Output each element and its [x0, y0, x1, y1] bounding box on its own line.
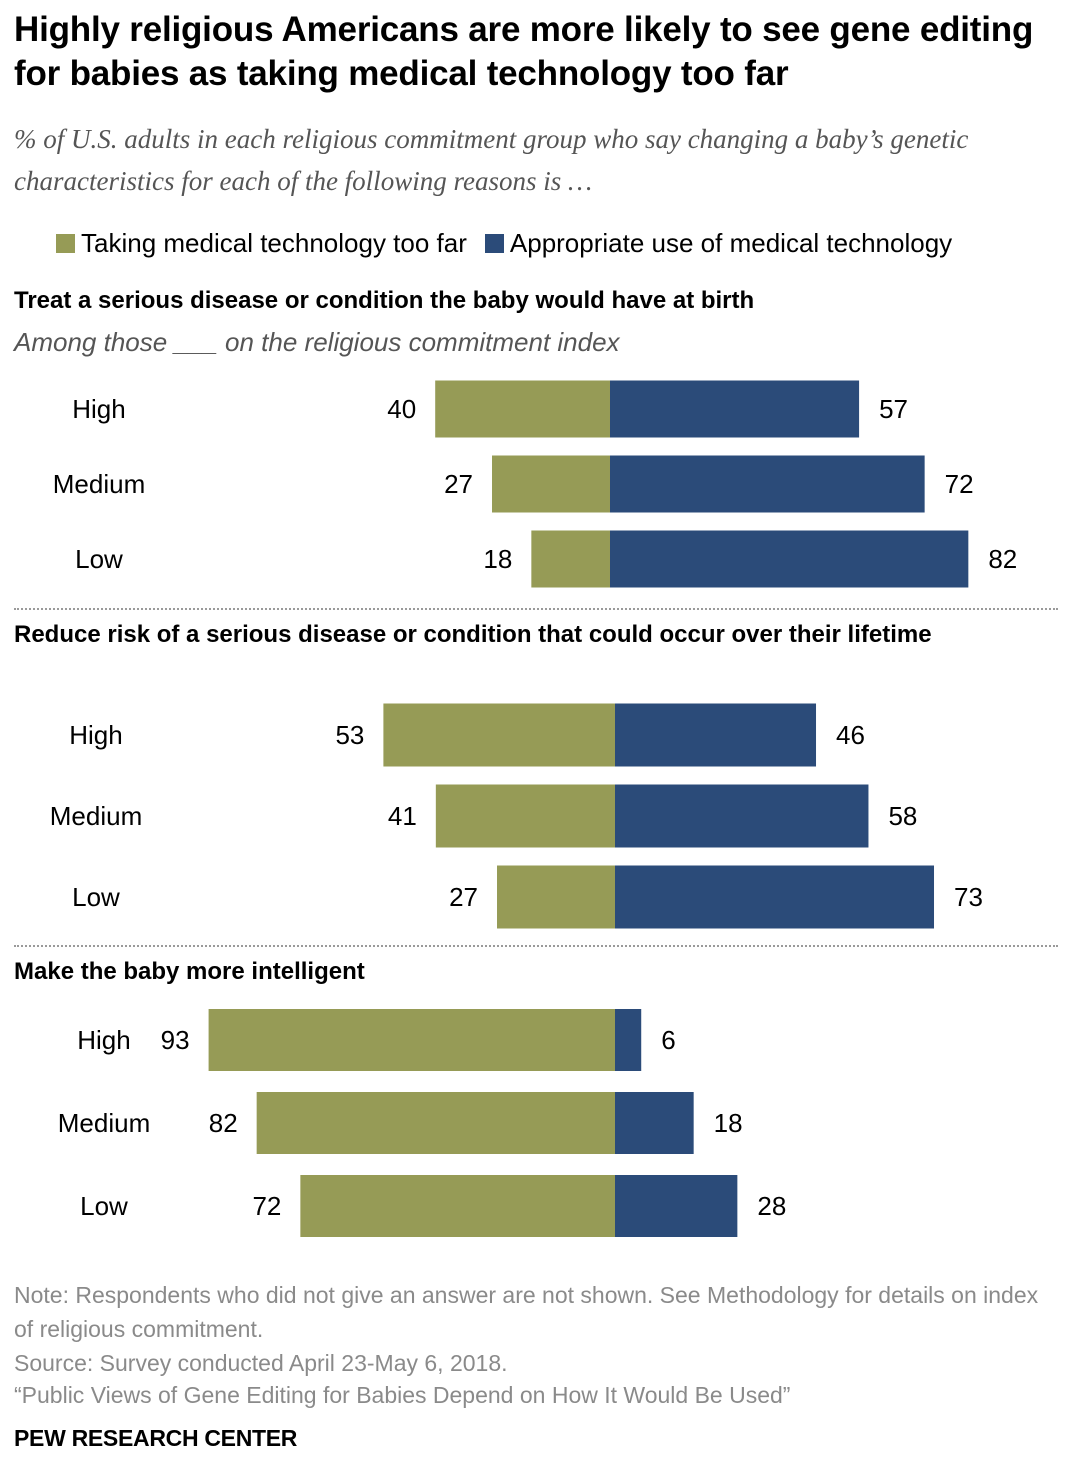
bar-too-far — [208, 1009, 615, 1071]
data-label-too-far: 41 — [388, 801, 417, 831]
bar-appropriate — [615, 703, 817, 767]
chart-subtitle: % of U.S. adults in each religious commi… — [14, 124, 969, 196]
bar-appropriate — [615, 1092, 694, 1154]
bar-appropriate — [610, 530, 969, 588]
data-label-too-far: 40 — [387, 394, 416, 424]
category-label: Low — [72, 882, 120, 912]
category-label: Medium — [58, 1108, 150, 1138]
data-label-too-far: 72 — [252, 1191, 281, 1221]
data-label-appropriate: 58 — [888, 801, 917, 831]
bar-appropriate — [610, 380, 860, 438]
brand-logo-text: PEW RESEARCH CENTER — [14, 1425, 298, 1451]
bar-too-far — [383, 703, 615, 767]
data-label-too-far: 93 — [161, 1025, 190, 1055]
legend: Taking medical technology too far Approp… — [56, 226, 970, 260]
panel-2-title: Reduce risk of a serious disease or cond… — [14, 621, 932, 648]
category-label: Medium — [53, 469, 145, 499]
category-label: Medium — [50, 801, 142, 831]
bar-appropriate — [615, 1175, 738, 1237]
data-label-appropriate: 73 — [954, 882, 983, 912]
bar-too-far — [531, 530, 610, 588]
divider-2 — [14, 945, 1058, 947]
data-label-too-far: 18 — [483, 544, 512, 574]
legend-label-appropriate: Appropriate use of medical technology — [509, 227, 953, 258]
legend-item-too-far: Taking medical technology too far — [56, 228, 467, 259]
category-label: High — [69, 720, 122, 750]
category-label: Low — [75, 544, 123, 574]
legend-swatch-appropriate — [484, 233, 504, 253]
bar-too-far — [300, 1175, 615, 1237]
bar-too-far — [497, 865, 615, 929]
legend-item-appropriate: Appropriate use of medical technology — [484, 227, 953, 259]
divider-1 — [14, 608, 1058, 610]
category-label: High — [77, 1025, 130, 1055]
bar-too-far — [492, 455, 610, 513]
category-label: High — [72, 394, 125, 424]
data-label-too-far: 53 — [335, 720, 364, 750]
footer-report: “Public Views of Gene Editing for Babies… — [14, 1382, 791, 1408]
bar-too-far — [435, 784, 615, 848]
data-label-too-far: 27 — [444, 469, 473, 499]
footer-source: Source: Survey conducted April 23-May 6,… — [14, 1350, 508, 1376]
data-label-appropriate: 46 — [836, 720, 865, 750]
data-label-too-far: 27 — [449, 882, 478, 912]
legend-label-too-far: Taking medical technology too far — [81, 227, 467, 258]
data-label-too-far: 82 — [209, 1108, 238, 1138]
data-label-appropriate: 82 — [988, 544, 1017, 574]
chart-title: Highly religious Americans are more like… — [14, 10, 1034, 93]
data-label-appropriate: 57 — [879, 394, 908, 424]
data-label-appropriate: 28 — [757, 1191, 786, 1221]
bar-appropriate — [615, 784, 869, 848]
data-label-appropriate: 72 — [945, 469, 974, 499]
bar-too-far — [435, 380, 610, 438]
legend-swatch-too-far — [56, 233, 75, 253]
category-label: Low — [80, 1191, 128, 1221]
panel-3-title: Make the baby more intelligent — [14, 958, 365, 985]
panel-1-title: Treat a serious disease or condition the… — [14, 287, 755, 314]
bar-too-far — [256, 1092, 615, 1154]
bar-appropriate — [615, 865, 935, 929]
bar-appropriate — [610, 455, 925, 513]
footer-note: Note: Respondents who did not give an an… — [14, 1282, 1039, 1342]
bar-appropriate — [615, 1009, 642, 1071]
data-label-appropriate: 18 — [714, 1108, 743, 1138]
panel-1-note: Among those ___ on the religious commitm… — [14, 327, 620, 357]
data-label-appropriate: 6 — [661, 1025, 675, 1055]
